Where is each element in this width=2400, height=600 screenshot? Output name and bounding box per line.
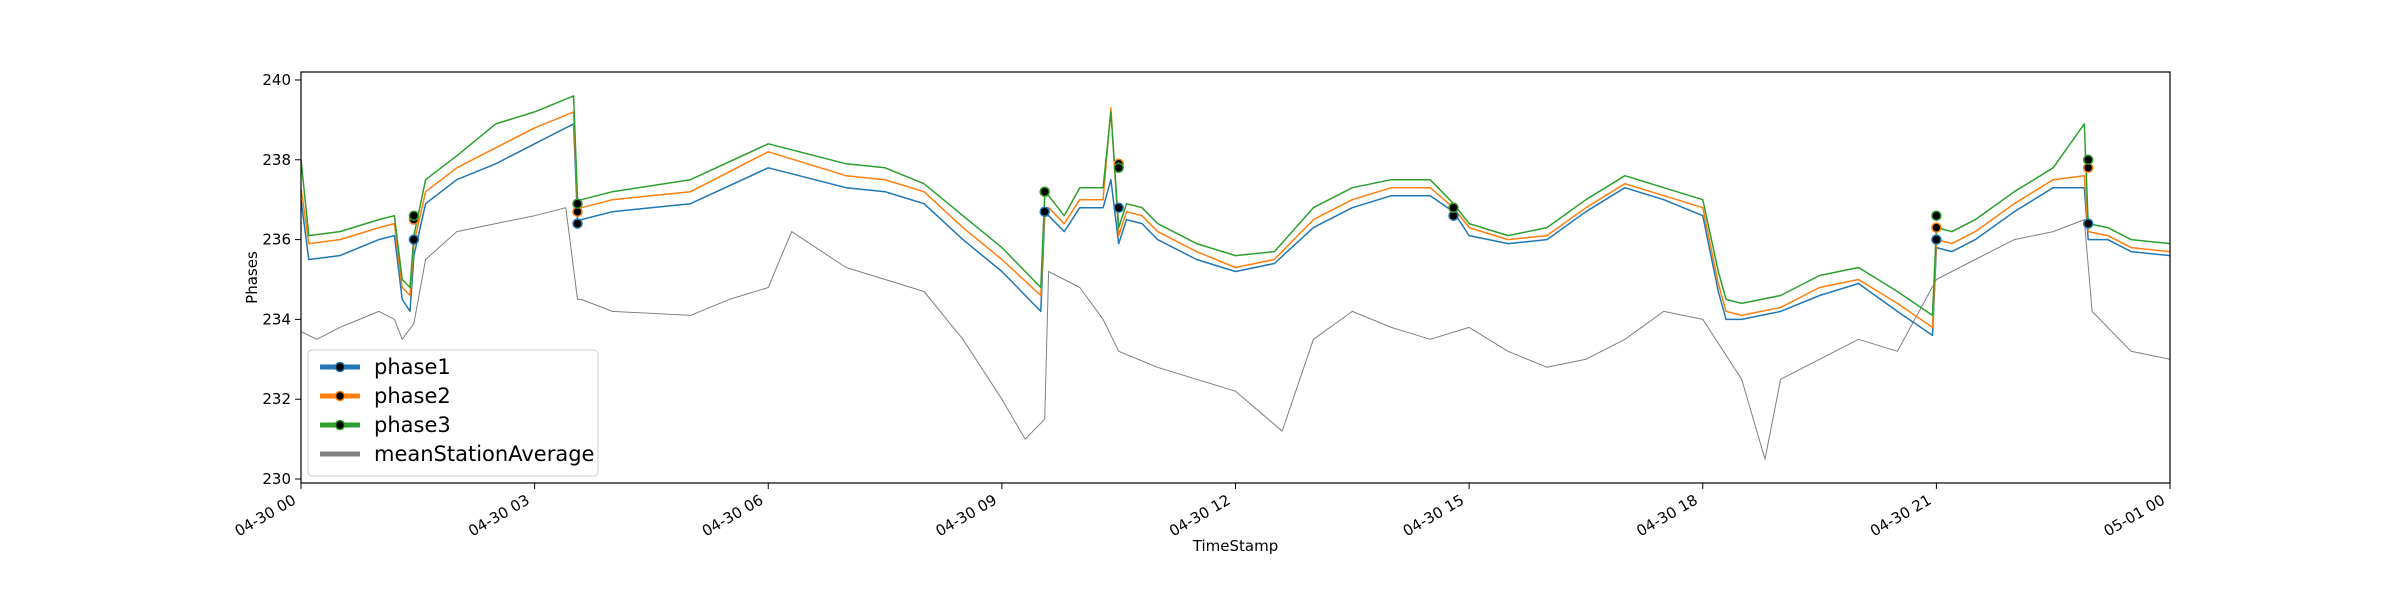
series-line-phase1 [301,123,2170,337]
y-tick-label: 232 [262,390,291,408]
marker-point-phase3 [408,210,420,221]
series-layer [301,95,2170,460]
legend-label-phase2: phase2 [374,384,451,408]
marker-point-phase3 [1931,210,1942,221]
x-axis-label: TimeStamp [1192,537,1278,555]
y-tick-label: 230 [262,470,291,488]
legend-marker-phase2 [334,390,346,402]
x-tick-label: 04-30 03 [465,491,532,540]
marker-point-phase3 [1113,162,1124,174]
marker-point-phase1 [1113,202,1124,213]
legend-label-phase3: phase3 [374,413,451,437]
x-tick-label: 04-30 15 [1400,491,1467,540]
y-axis-label: Phases [243,251,261,304]
marker-point-phase3 [1448,202,1459,213]
x-tick-label: 05-01 00 [2101,491,2168,540]
marker-point-phase1 [408,234,420,245]
legend-label-meanStationAverage: meanStationAverage [374,442,594,466]
x-tick-label: 04-30 21 [1867,491,1934,540]
marker-layer [408,154,2094,245]
marker-point-phase3 [2082,154,2094,166]
x-tick-label: 04-30 12 [1166,491,1233,540]
series-line-phase2 [301,107,2170,329]
marker-point-phase3 [572,198,583,209]
x-tick-label: 04-30 06 [699,491,766,540]
legend: phase1 phase2 phase3 meanStationAverage [307,349,599,477]
y-tick-label: 236 [262,231,291,249]
marker-point-phase2 [1931,222,1942,233]
marker-point-phase1 [2082,218,2094,229]
series-line-meanStationAverage [301,207,2170,460]
legend-marker-phase3 [334,419,346,431]
y-axis: 230 232 234 236 238 240 [262,71,301,488]
x-tick-label: 04-30 09 [932,491,999,540]
x-axis: 04-30 00 04-30 03 04-30 06 04-30 09 04-30 12… [232,483,2171,540]
y-tick-label: 234 [262,310,291,328]
x-tick-label: 04-30 18 [1633,491,1700,540]
marker-point-phase1 [572,218,583,229]
marker-point-phase1 [1039,206,1050,217]
series-line-phase3 [301,95,2170,317]
y-tick-label: 238 [262,151,291,169]
legend-label-phase1: phase1 [374,355,451,379]
legend-marker-phase1 [334,361,346,373]
legend-box [307,349,599,477]
marker-point-phase3 [1039,186,1050,197]
x-tick-label: 04-30 00 [232,491,299,540]
marker-point-phase1 [1931,234,1942,245]
y-tick-label: 240 [262,71,291,89]
